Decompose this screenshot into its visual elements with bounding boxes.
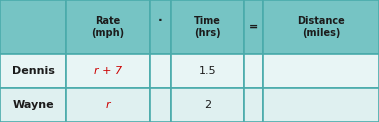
Text: =: = bbox=[249, 22, 258, 32]
Bar bbox=[66, 54, 150, 88]
Text: Time
(hrs): Time (hrs) bbox=[194, 16, 221, 38]
Bar bbox=[66, 0, 150, 54]
Bar bbox=[0, 0, 66, 54]
Bar bbox=[171, 54, 244, 88]
Text: Dennis: Dennis bbox=[12, 66, 55, 76]
Bar bbox=[263, 88, 379, 122]
Bar bbox=[66, 88, 150, 122]
Bar bbox=[171, 88, 244, 122]
Text: ·: · bbox=[158, 14, 163, 27]
Text: 1.5: 1.5 bbox=[199, 66, 216, 76]
Bar bbox=[150, 54, 171, 88]
Bar bbox=[244, 88, 263, 122]
Text: Rate
(mph): Rate (mph) bbox=[91, 16, 125, 38]
Text: Wayne: Wayne bbox=[13, 100, 54, 110]
Bar bbox=[244, 0, 263, 54]
Text: r + 7: r + 7 bbox=[94, 66, 122, 76]
Text: r: r bbox=[106, 100, 110, 110]
Bar bbox=[150, 88, 171, 122]
Bar bbox=[263, 54, 379, 88]
Bar bbox=[244, 54, 263, 88]
Bar bbox=[0, 88, 66, 122]
Text: Distance
(miles): Distance (miles) bbox=[298, 16, 345, 38]
Bar bbox=[263, 0, 379, 54]
Bar bbox=[0, 54, 66, 88]
Bar bbox=[171, 0, 244, 54]
Text: 2: 2 bbox=[204, 100, 211, 110]
Bar bbox=[150, 0, 171, 54]
